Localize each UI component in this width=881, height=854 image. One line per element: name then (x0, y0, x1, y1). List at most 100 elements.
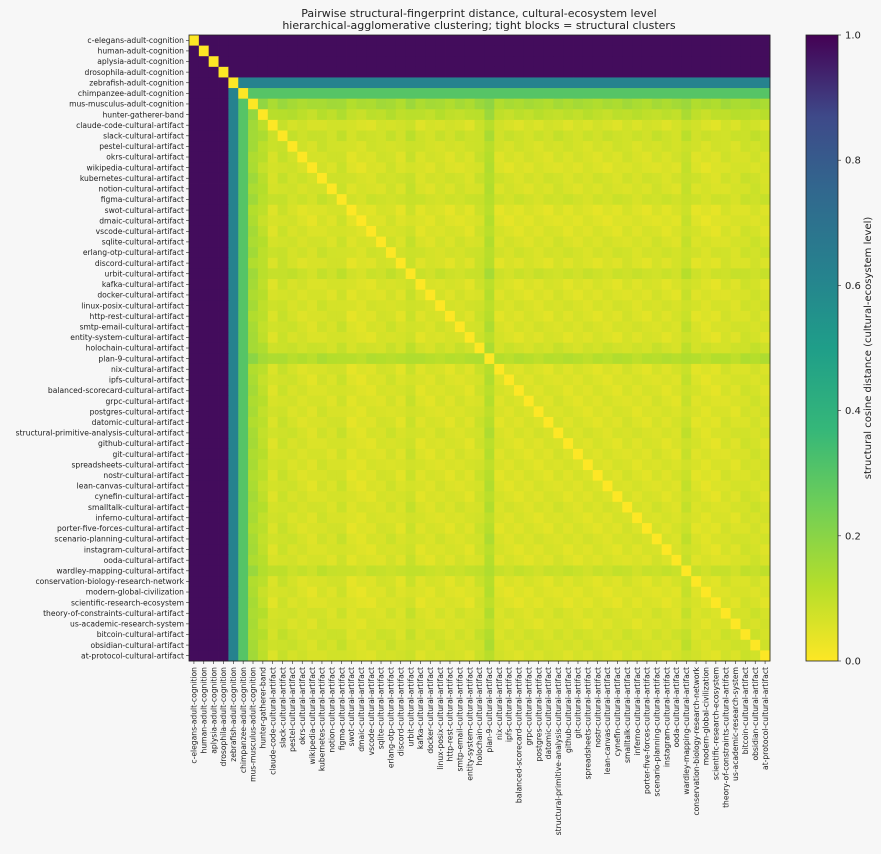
heatmap-cell (691, 353, 702, 365)
heatmap-cell (248, 650, 259, 662)
heatmap-cell (701, 470, 712, 482)
heatmap-cell (326, 512, 338, 524)
heatmap-cell (533, 183, 544, 195)
heatmap-cell (326, 607, 338, 619)
row-label: github-cultural-artifact (98, 439, 184, 448)
heatmap-cell (533, 353, 544, 365)
heatmap-cell (661, 576, 672, 588)
heatmap-cell (356, 374, 367, 386)
heatmap-cell (385, 501, 397, 513)
heatmap-cell (317, 98, 328, 110)
heatmap-cell (474, 416, 485, 428)
heatmap-cell (504, 353, 515, 365)
heatmap-cell (504, 45, 515, 57)
heatmap-cell (691, 523, 702, 535)
heatmap-cell (238, 448, 249, 460)
heatmap-cell (573, 597, 584, 609)
heatmap-cell (248, 77, 259, 89)
heatmap-cell (395, 629, 407, 641)
heatmap-cell (681, 597, 692, 609)
heatmap-cell (415, 172, 426, 184)
heatmap-cell (405, 544, 416, 556)
heatmap-cell (523, 491, 535, 503)
heatmap-cell (317, 565, 328, 577)
heatmap-cell (760, 109, 771, 121)
heatmap-cell (326, 480, 338, 492)
heatmap-cell (523, 204, 535, 216)
heatmap-cell (750, 225, 761, 237)
heatmap-cell (257, 363, 269, 375)
heatmap-cell (513, 35, 525, 47)
heatmap-cell (445, 480, 456, 492)
heatmap-cell (513, 586, 525, 598)
heatmap-cell (612, 194, 623, 206)
heatmap-cell (287, 183, 298, 195)
heatmap-cell (267, 109, 279, 121)
column-label: erlang-otp-cultural-artifact (387, 667, 396, 768)
heatmap-cell (228, 279, 239, 291)
row-label: porter-five-forces-cultural-artifact (57, 524, 184, 533)
heatmap-cell (730, 300, 741, 312)
heatmap-cell (750, 501, 761, 513)
heatmap-cell (267, 172, 279, 184)
heatmap-cell (198, 618, 210, 630)
heatmap-cell (513, 88, 525, 100)
heatmap-cell (691, 438, 702, 450)
heatmap-cell (464, 141, 475, 153)
heatmap-cell (730, 607, 741, 619)
heatmap-cell (208, 77, 219, 89)
heatmap-cell (592, 194, 603, 206)
heatmap-cell (622, 88, 633, 100)
heatmap-cell (543, 639, 554, 651)
column-label: linux-posix-cultural-artifact (436, 667, 445, 770)
heatmap-cell (641, 151, 653, 163)
heatmap-cell (632, 310, 643, 322)
heatmap-cell (730, 172, 741, 184)
heatmap-cell (415, 35, 426, 47)
heatmap-cell (681, 300, 692, 312)
heatmap-cell (425, 618, 436, 630)
heatmap-cell (543, 215, 554, 227)
heatmap-cell (563, 183, 574, 195)
heatmap-cell (543, 88, 554, 100)
heatmap-cell (602, 35, 613, 47)
column-label: git-cultural-artifact (574, 667, 583, 739)
heatmap-cell (366, 512, 377, 524)
heatmap-cell (612, 66, 623, 78)
heatmap-cell (582, 544, 594, 556)
heatmap-cell (513, 533, 525, 545)
heatmap-cell (454, 565, 466, 577)
heatmap-cell (691, 56, 702, 68)
heatmap-cell (317, 491, 328, 503)
heatmap-cell (356, 130, 367, 142)
heatmap-cell (198, 332, 210, 344)
heatmap-cell (257, 618, 269, 630)
heatmap-cell (750, 56, 761, 68)
heatmap-cell (484, 650, 495, 662)
heatmap-cell (425, 77, 436, 89)
heatmap-cell (504, 374, 515, 386)
heatmap-cell (661, 363, 672, 375)
heatmap-cell (297, 501, 308, 513)
heatmap-cell (198, 204, 210, 216)
heatmap-cell (297, 597, 308, 609)
heatmap-cell (592, 501, 603, 513)
heatmap-cell (238, 332, 249, 344)
heatmap-cell (730, 236, 741, 248)
column-label: inferno-cultural-artifact (633, 667, 642, 755)
heatmap-cell (730, 204, 741, 216)
heatmap-cell (612, 183, 623, 195)
heatmap-cell (553, 56, 564, 68)
heatmap-cell (356, 342, 367, 354)
heatmap-cell (336, 459, 347, 471)
heatmap-cell (395, 119, 407, 131)
heatmap-cell (513, 448, 525, 460)
heatmap-cell (730, 321, 741, 333)
heatmap-cell (277, 45, 288, 57)
heatmap-cell (494, 470, 505, 482)
heatmap-cell (504, 151, 515, 163)
heatmap-cell (730, 629, 741, 641)
heatmap-cell (356, 416, 367, 428)
heatmap-cell (641, 385, 653, 397)
heatmap-cell (750, 77, 761, 89)
